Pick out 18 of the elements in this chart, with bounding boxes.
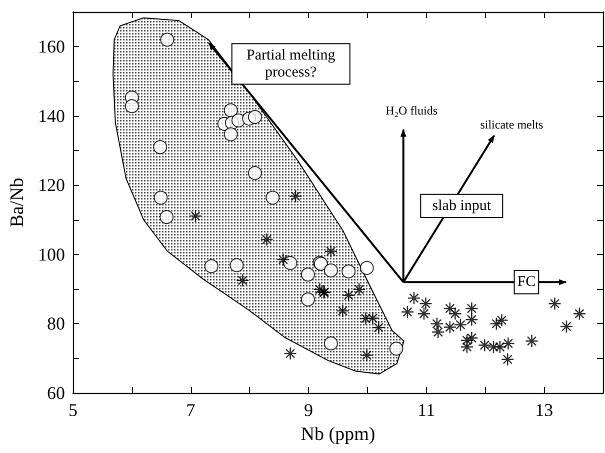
annotation: silicate melts xyxy=(480,118,544,132)
x-axis-title: Nb (ppm) xyxy=(300,424,376,445)
y-tick-label: 160 xyxy=(38,36,65,57)
x-tick-label: 9 xyxy=(304,400,314,420)
x-tick-label: 11 xyxy=(418,400,436,420)
annotation: FC xyxy=(517,274,536,290)
y-tick-label: 60 xyxy=(47,383,65,403)
x-tick-label: 7 xyxy=(186,400,196,420)
y-tick-label: 80 xyxy=(47,314,65,334)
annotation: slab input xyxy=(432,198,492,214)
y-tick-label: 140 xyxy=(38,106,65,126)
x-tick-label: 5 xyxy=(68,400,78,420)
y-axis-title: Ba/Nb xyxy=(7,178,28,228)
x-tick-label: 13 xyxy=(535,400,554,420)
y-tick-label: 100 xyxy=(38,244,65,264)
y-tick-label: 120 xyxy=(38,175,65,196)
annotation: H₂O fluids xyxy=(386,104,438,118)
annotation: Partial melting process? xyxy=(246,47,336,81)
